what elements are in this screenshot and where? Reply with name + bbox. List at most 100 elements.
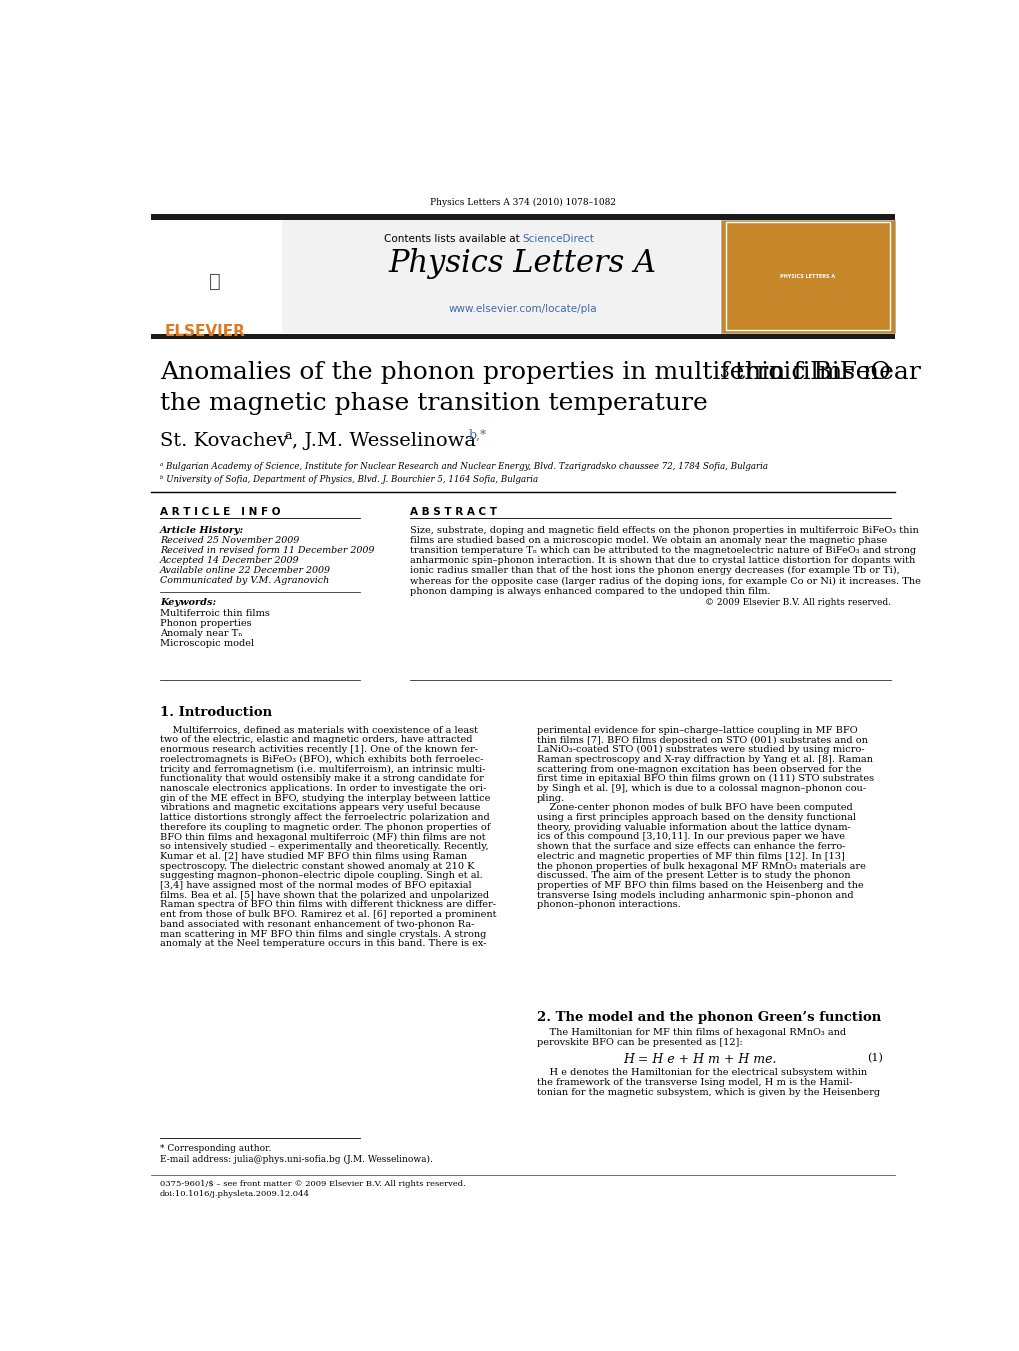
Text: nanoscale electronics applications. In order to investigate the ori-: nanoscale electronics applications. In o… [160,784,486,793]
Text: * Corresponding author.: * Corresponding author. [160,1144,271,1152]
Text: E-mail address: julia@phys.uni-sofia.bg (J.M. Wesselinowa).: E-mail address: julia@phys.uni-sofia.bg … [160,1155,432,1163]
Text: Size, substrate, doping and magnetic field effects on the phonon properties in m: Size, substrate, doping and magnetic fie… [410,526,918,535]
Text: thin films near: thin films near [727,361,920,384]
Text: tonian for the magnetic subsystem, which is given by the Heisenberg: tonian for the magnetic subsystem, which… [536,1088,879,1097]
Text: spectroscopy. The dielectric constant showed anomaly at 210 K: spectroscopy. The dielectric constant sh… [160,862,474,870]
Text: first time in epitaxial BFO thin films grown on (111) STO substrates: first time in epitaxial BFO thin films g… [536,774,873,784]
Text: a: a [283,428,291,442]
Bar [151,215,894,220]
Text: anharmonic spin–phonon interaction. It is shown that due to crystal lattice dist: anharmonic spin–phonon interaction. It i… [410,557,915,565]
Text: Received 25 November 2009: Received 25 November 2009 [160,536,299,546]
Text: St. Kovachev: St. Kovachev [160,431,288,450]
Text: transverse Ising models including anharmonic spin–phonon and: transverse Ising models including anharm… [536,890,853,900]
Text: 🌳: 🌳 [209,272,221,290]
Text: anomaly at the Neel temperature occurs in this band. There is ex-: anomaly at the Neel temperature occurs i… [160,939,486,948]
Text: lattice distortions strongly affect the ferroelectric polarization and: lattice distortions strongly affect the … [160,813,489,821]
Text: Microscopic model: Microscopic model [160,639,254,647]
Text: gin of the ME effect in BFO, studying the interplay between lattice: gin of the ME effect in BFO, studying th… [160,793,490,802]
Text: so intensively studied – experimentally and theoretically. Recently,: so intensively studied – experimentally … [160,842,488,851]
Text: perimental evidence for spin–charge–lattice coupling in MF BFO: perimental evidence for spin–charge–latt… [536,725,857,735]
Text: ELSEVIER: ELSEVIER [164,324,246,339]
Text: whereas for the opposite case (larger radius of the doping ions, for example Co : whereas for the opposite case (larger ra… [410,577,920,585]
Text: functionality that would ostensibly make it a strong candidate for: functionality that would ostensibly make… [160,774,483,784]
Text: theory, providing valuable information about the lattice dynam-: theory, providing valuable information a… [536,823,850,832]
Text: ent from those of bulk BFO. Ramirez et al. [6] reported a prominent: ent from those of bulk BFO. Ramirez et a… [160,911,496,919]
Text: thin films [7]. BFO films deposited on STO (001) substrates and on: thin films [7]. BFO films deposited on S… [536,735,867,744]
Text: ScienceDirect: ScienceDirect [522,234,594,243]
Text: BFO thin films and hexagonal multiferroic (MF) thin films are not: BFO thin films and hexagonal multiferroi… [160,832,485,842]
Text: Available online 22 December 2009: Available online 22 December 2009 [160,566,331,576]
Text: ionic radius smaller than that of the host ions the phonon energy decreases (for: ionic radius smaller than that of the ho… [410,566,899,576]
Text: roelectromagnets is BiFeO₃ (BFO), which exhibits both ferroelec-: roelectromagnets is BiFeO₃ (BFO), which … [160,755,483,765]
Text: the framework of the transverse Ising model, H m is the Hamil-: the framework of the transverse Ising mo… [536,1078,851,1086]
Text: A B S T R A C T: A B S T R A C T [410,507,497,517]
Text: (1): (1) [866,1052,882,1063]
Text: ᵃ Bulgarian Academy of Science, Institute for Nuclear Research and Nuclear Energ: ᵃ Bulgarian Academy of Science, Institut… [160,462,767,471]
Text: PHYSICS LETTERS A: PHYSICS LETTERS A [780,274,835,278]
Text: films are studied based on a microscopic model. We obtain an anomaly near the ma: films are studied based on a microscopic… [410,536,887,544]
Text: by Singh et al. [9], which is due to a colossal magnon–phonon cou-: by Singh et al. [9], which is due to a c… [536,784,865,793]
Text: Multiferroic thin films: Multiferroic thin films [160,609,270,617]
Bar [726,222,890,330]
Text: pling.: pling. [536,793,565,802]
Text: the phonon properties of bulk hexagonal MF RMnO₃ materials are: the phonon properties of bulk hexagonal … [536,862,865,870]
Text: scattering from one-magnon excitation has been observed for the: scattering from one-magnon excitation ha… [536,765,860,774]
Text: phonon damping is always enhanced compared to the undoped thin film.: phonon damping is always enhanced compar… [410,586,770,596]
Text: therefore its coupling to magnetic order. The phonon properties of: therefore its coupling to magnetic order… [160,823,490,832]
Text: electric and magnetic properties of MF thin films [12]. In [13]: electric and magnetic properties of MF t… [536,852,844,861]
Text: Zone-center phonon modes of bulk BFO have been computed: Zone-center phonon modes of bulk BFO hav… [536,804,852,812]
Bar [152,220,278,334]
Text: b,*: b,* [468,428,486,442]
Text: ᵇ University of Sofia, Department of Physics, Blvd. J. Bourchier 5, 1164 Sofia, : ᵇ University of Sofia, Department of Phy… [160,474,538,484]
Text: 2. The model and the phonon Green’s function: 2. The model and the phonon Green’s func… [536,1012,880,1024]
Text: properties of MF BFO thin films based on the Heisenberg and the: properties of MF BFO thin films based on… [536,881,862,890]
Text: Raman spectroscopy and X-ray diffraction by Yang et al. [8]. Raman: Raman spectroscopy and X-ray diffraction… [536,755,871,763]
Text: Phonon properties: Phonon properties [160,619,252,628]
Text: Anomalies of the phonon properties in multiferroic BiFeO: Anomalies of the phonon properties in mu… [160,361,890,384]
Text: suggesting magnon–phonon–electric dipole coupling. Singh et al.: suggesting magnon–phonon–electric dipole… [160,871,482,881]
Text: A R T I C L E   I N F O: A R T I C L E I N F O [160,507,280,517]
Text: Physics Letters A 374 (2010) 1078–1082: Physics Letters A 374 (2010) 1078–1082 [429,197,615,207]
Text: H = H e + H m + H me.: H = H e + H m + H me. [623,1052,776,1066]
Text: vibrations and magnetic excitations appears very useful because: vibrations and magnetic excitations appe… [160,804,480,812]
Text: Received in revised form 11 December 2009: Received in revised form 11 December 200… [160,546,374,555]
Text: © 2009 Elsevier B.V. All rights reserved.: © 2009 Elsevier B.V. All rights reserved… [704,598,890,607]
Text: Multiferroics, defined as materials with coexistence of a least: Multiferroics, defined as materials with… [160,725,478,735]
Text: Raman spectra of BFO thin films with different thickness are differ-: Raman spectra of BFO thin films with dif… [160,900,495,909]
Text: doi:10.1016/j.physleta.2009.12.044: doi:10.1016/j.physleta.2009.12.044 [160,1190,310,1198]
Text: Keywords:: Keywords: [160,598,216,607]
Text: man scattering in MF BFO thin films and single crystals. A strong: man scattering in MF BFO thin films and … [160,929,486,939]
Text: 3: 3 [718,366,729,380]
Text: Physics Letters A: Physics Letters A [388,249,656,280]
Text: films. Bea et al. [5] have shown that the polarized and unpolarized: films. Bea et al. [5] have shown that th… [160,890,489,900]
Bar [151,334,894,339]
Text: Anomaly near Tₙ: Anomaly near Tₙ [160,628,243,638]
Text: the magnetic phase transition temperature: the magnetic phase transition temperatur… [160,392,707,415]
Text: Accepted 14 December 2009: Accepted 14 December 2009 [160,557,300,565]
Text: www.elsevier.com/locate/pla: www.elsevier.com/locate/pla [448,304,596,313]
Text: LaNiO₃-coated STO (001) substrates were studied by using micro-: LaNiO₃-coated STO (001) substrates were … [536,746,863,754]
Text: perovskite BFO can be presented as [12]:: perovskite BFO can be presented as [12]: [536,1039,742,1047]
Text: enormous research activities recently [1]. One of the known fer-: enormous research activities recently [1… [160,746,478,754]
Text: phonon–phonon interactions.: phonon–phonon interactions. [536,900,680,909]
Text: Communicated by V.M. Agranovich: Communicated by V.M. Agranovich [160,577,329,585]
Bar [282,220,719,334]
Text: , J.M. Wesselinowa: , J.M. Wesselinowa [291,431,475,450]
Text: Article History:: Article History: [160,526,245,535]
Bar [720,220,894,334]
Text: using a first principles approach based on the density functional: using a first principles approach based … [536,813,855,821]
Text: tricity and ferromagnetism (i.e. multiferroism), an intrinsic multi-: tricity and ferromagnetism (i.e. multife… [160,765,485,774]
Text: 1. Introduction: 1. Introduction [160,705,272,719]
Text: The Hamiltonian for MF thin films of hexagonal RMnO₃ and: The Hamiltonian for MF thin films of hex… [536,1028,845,1038]
Text: Kumar et al. [2] have studied MF BFO thin films using Raman: Kumar et al. [2] have studied MF BFO thi… [160,852,467,861]
Text: H e denotes the Hamiltonian for the electrical subsystem within: H e denotes the Hamiltonian for the elec… [536,1067,866,1077]
Text: discussed. The aim of the present Letter is to study the phonon: discussed. The aim of the present Letter… [536,871,850,881]
Text: band associated with resonant enhancement of two-phonon Ra-: band associated with resonant enhancemen… [160,920,474,928]
Text: transition temperature Tₙ which can be attributed to the magnetoelectric nature : transition temperature Tₙ which can be a… [410,546,916,555]
Text: two of the electric, elastic and magnetic orders, have attracted: two of the electric, elastic and magneti… [160,735,472,744]
Text: shown that the surface and size effects can enhance the ferro-: shown that the surface and size effects … [536,842,845,851]
Text: [3,4] have assigned most of the normal modes of BFO epitaxial: [3,4] have assigned most of the normal m… [160,881,471,890]
Text: ics of this compound [3,10,11]. In our previous paper we have: ics of this compound [3,10,11]. In our p… [536,832,844,842]
Text: 0375-9601/$ – see front matter © 2009 Elsevier B.V. All rights reserved.: 0375-9601/$ – see front matter © 2009 El… [160,1179,466,1188]
Text: Contents lists available at: Contents lists available at [383,234,522,243]
